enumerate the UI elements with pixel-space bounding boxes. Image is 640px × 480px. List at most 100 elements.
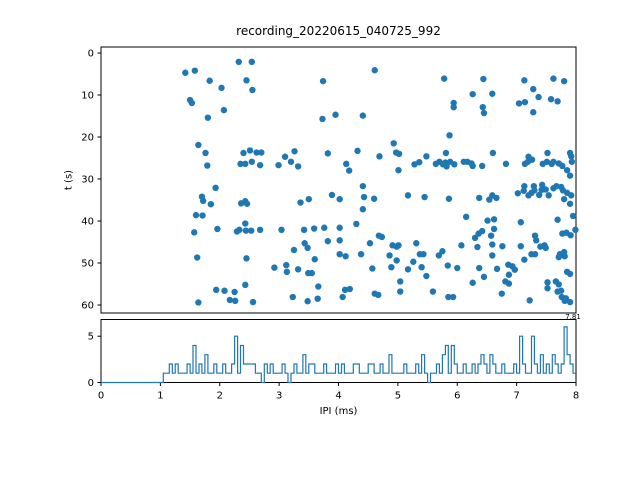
scatter-point: [560, 77, 568, 85]
scatter-point: [553, 182, 560, 190]
chart-title: recording_20220615_040725_992: [236, 24, 441, 38]
scatter-point: [369, 265, 376, 272]
scatter-point: [531, 250, 539, 258]
scatter-point: [489, 90, 496, 97]
scatter-point: [220, 106, 228, 114]
scatter-point: [487, 232, 495, 239]
scatter-point: [231, 297, 239, 304]
scatter-point: [360, 193, 368, 201]
scatter-point: [521, 182, 528, 190]
scatter-point: [413, 240, 420, 247]
scatter-point: [471, 234, 479, 241]
scatter-point: [311, 256, 318, 263]
scatter-point: [359, 182, 367, 190]
y-tick-label: 10: [81, 91, 94, 102]
scatter-point: [480, 109, 488, 117]
scatter-point: [321, 224, 328, 231]
scatter-point: [555, 281, 562, 288]
scatter-point: [287, 158, 295, 165]
scatter-point: [489, 241, 496, 248]
scatter-point: [474, 243, 481, 251]
scatter-point: [357, 250, 365, 258]
scatter-point: [212, 286, 220, 294]
scatter-point: [248, 58, 256, 66]
scatter-point: [242, 220, 249, 227]
scatter-point: [324, 150, 332, 157]
scatter-point: [458, 242, 465, 249]
scatter-point: [236, 226, 243, 234]
scatter-axes-spines: [100, 46, 577, 314]
scatter-point: [218, 84, 225, 92]
scatter-point: [557, 287, 565, 294]
scatter-point: [319, 77, 327, 85]
scatter-point: [517, 243, 524, 250]
scatter-point: [569, 212, 577, 220]
x-tick-label: 8: [573, 391, 579, 402]
scatter-point: [246, 147, 254, 154]
scatter-point: [480, 273, 488, 281]
scatter-point: [547, 96, 555, 103]
x-tick-label: 7: [513, 391, 519, 402]
scatter-point: [462, 213, 470, 220]
scatter-point: [528, 156, 536, 163]
scatter-point: [353, 220, 360, 228]
scatter-point: [515, 100, 523, 107]
scatter-point: [341, 286, 349, 294]
x-tick-label: 2: [217, 391, 223, 402]
scatter-point: [490, 216, 498, 223]
scatter-point: [451, 161, 458, 168]
scatter-point: [535, 191, 543, 199]
scatter-point: [526, 297, 533, 304]
scatter-point: [444, 262, 451, 269]
scatter-point: [243, 255, 250, 262]
scatter-point: [435, 252, 443, 259]
scatter-point: [195, 141, 202, 149]
scatter-point: [566, 270, 574, 278]
scatter-point: [256, 161, 264, 169]
scatter-point: [339, 293, 346, 301]
scatter-point: [554, 216, 561, 223]
scatter-point: [346, 285, 353, 293]
scatter-point: [566, 200, 574, 207]
scatter-point: [324, 237, 332, 245]
scatter-point: [502, 160, 510, 168]
scatter-point: [568, 158, 576, 165]
scatter-point: [242, 281, 249, 289]
scatter-point: [530, 85, 537, 93]
scatter-point: [469, 162, 476, 170]
scatter-point: [505, 271, 513, 278]
scatter-point: [421, 193, 428, 201]
scatter-point: [249, 298, 257, 306]
scatter-point: [395, 150, 403, 157]
scatter-point: [336, 195, 343, 203]
scatter-point: [561, 297, 568, 304]
scatter-point: [420, 250, 427, 258]
scatter-point: [566, 298, 574, 306]
scatter-point: [514, 190, 522, 197]
scatter-point: [393, 257, 400, 264]
scatter-point: [449, 293, 457, 301]
scatter-point: [195, 299, 202, 306]
scatter-point: [290, 246, 298, 254]
scatter-point: [253, 149, 260, 156]
scatter-point: [278, 226, 285, 234]
x-tick-label: 4: [335, 391, 341, 402]
scatter-point: [559, 162, 566, 170]
scatter-point: [560, 195, 568, 203]
scatter-point: [423, 272, 430, 280]
scatter-point: [300, 226, 308, 234]
scatter-point: [212, 184, 219, 192]
scatter-point: [359, 206, 367, 213]
scatter-point: [243, 77, 250, 84]
scatter-point: [511, 266, 519, 273]
scatter-point: [445, 293, 452, 301]
scatter-point: [493, 194, 500, 202]
scatter-point: [442, 149, 450, 157]
scatter-point: [390, 140, 397, 147]
scatter-point: [315, 283, 322, 290]
scatter-point: [271, 264, 278, 271]
scatter-point: [235, 58, 242, 66]
scatter-point: [310, 225, 318, 232]
